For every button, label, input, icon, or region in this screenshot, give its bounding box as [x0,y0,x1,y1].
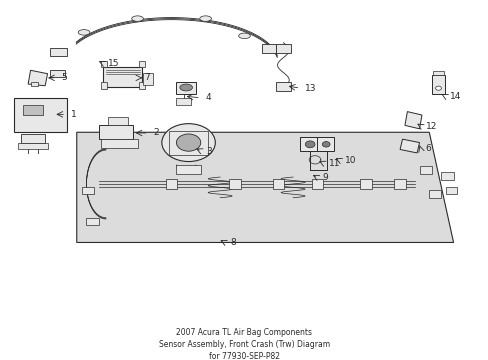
Ellipse shape [131,16,143,21]
Text: 12: 12 [425,122,436,131]
Bar [393,179,405,189]
Text: 3: 3 [206,147,212,156]
Text: 5: 5 [61,73,67,82]
Bar [428,190,441,198]
Ellipse shape [238,33,250,39]
Bar [165,179,177,189]
Ellipse shape [435,86,441,90]
Ellipse shape [176,134,201,151]
Bar [86,218,99,225]
Polygon shape [399,139,419,153]
Text: 8: 8 [229,238,235,247]
Text: 10: 10 [345,156,356,165]
Bar [419,166,431,174]
Text: for 77930-SEP-P82: for 77930-SEP-P82 [208,352,280,360]
Bar [108,117,127,125]
Text: 2007 Acura TL Air Bag Components: 2007 Acura TL Air Bag Components [176,328,312,337]
Text: 7: 7 [143,73,149,82]
Bar [228,179,240,189]
Text: 2: 2 [153,129,159,138]
Bar [276,82,290,91]
Bar [176,82,196,94]
Bar [101,139,137,148]
Ellipse shape [78,30,90,35]
Bar [81,187,94,194]
Ellipse shape [200,16,211,21]
Text: 1: 1 [71,110,77,119]
Text: Sensor Assembly, Front Crash (Trw) Diagram: Sensor Assembly, Front Crash (Trw) Diagr… [159,339,329,348]
Ellipse shape [162,123,215,162]
Bar [441,172,453,180]
Text: 13: 13 [305,84,316,93]
Bar [139,82,144,89]
Text: 14: 14 [449,91,461,100]
Bar [446,187,456,194]
Text: 6: 6 [425,144,430,153]
Bar [21,134,45,143]
Bar [300,138,319,151]
Bar [176,165,201,174]
Bar [139,60,144,67]
Bar [176,98,191,105]
Text: 4: 4 [205,93,211,102]
Text: 9: 9 [322,173,328,182]
Bar [317,138,334,151]
Text: 15: 15 [108,59,120,68]
Bar [99,125,132,139]
Bar [50,69,64,77]
Bar [19,143,47,149]
Bar [276,44,290,53]
Bar [272,179,284,189]
Ellipse shape [322,141,329,147]
Polygon shape [28,70,47,86]
Polygon shape [77,132,453,243]
Bar [143,73,153,85]
Bar [311,179,323,189]
Bar [14,98,67,132]
Ellipse shape [305,141,314,148]
Bar [432,71,443,76]
Bar [23,105,42,115]
Bar [431,76,445,94]
Bar [261,44,276,53]
Text: 11: 11 [328,159,340,168]
Bar [101,60,107,67]
Bar [360,179,371,189]
Bar [30,82,38,86]
Bar [103,67,142,87]
Bar [50,48,67,57]
Polygon shape [404,112,421,129]
Ellipse shape [180,84,192,91]
Bar [169,131,207,155]
Bar [101,82,107,89]
